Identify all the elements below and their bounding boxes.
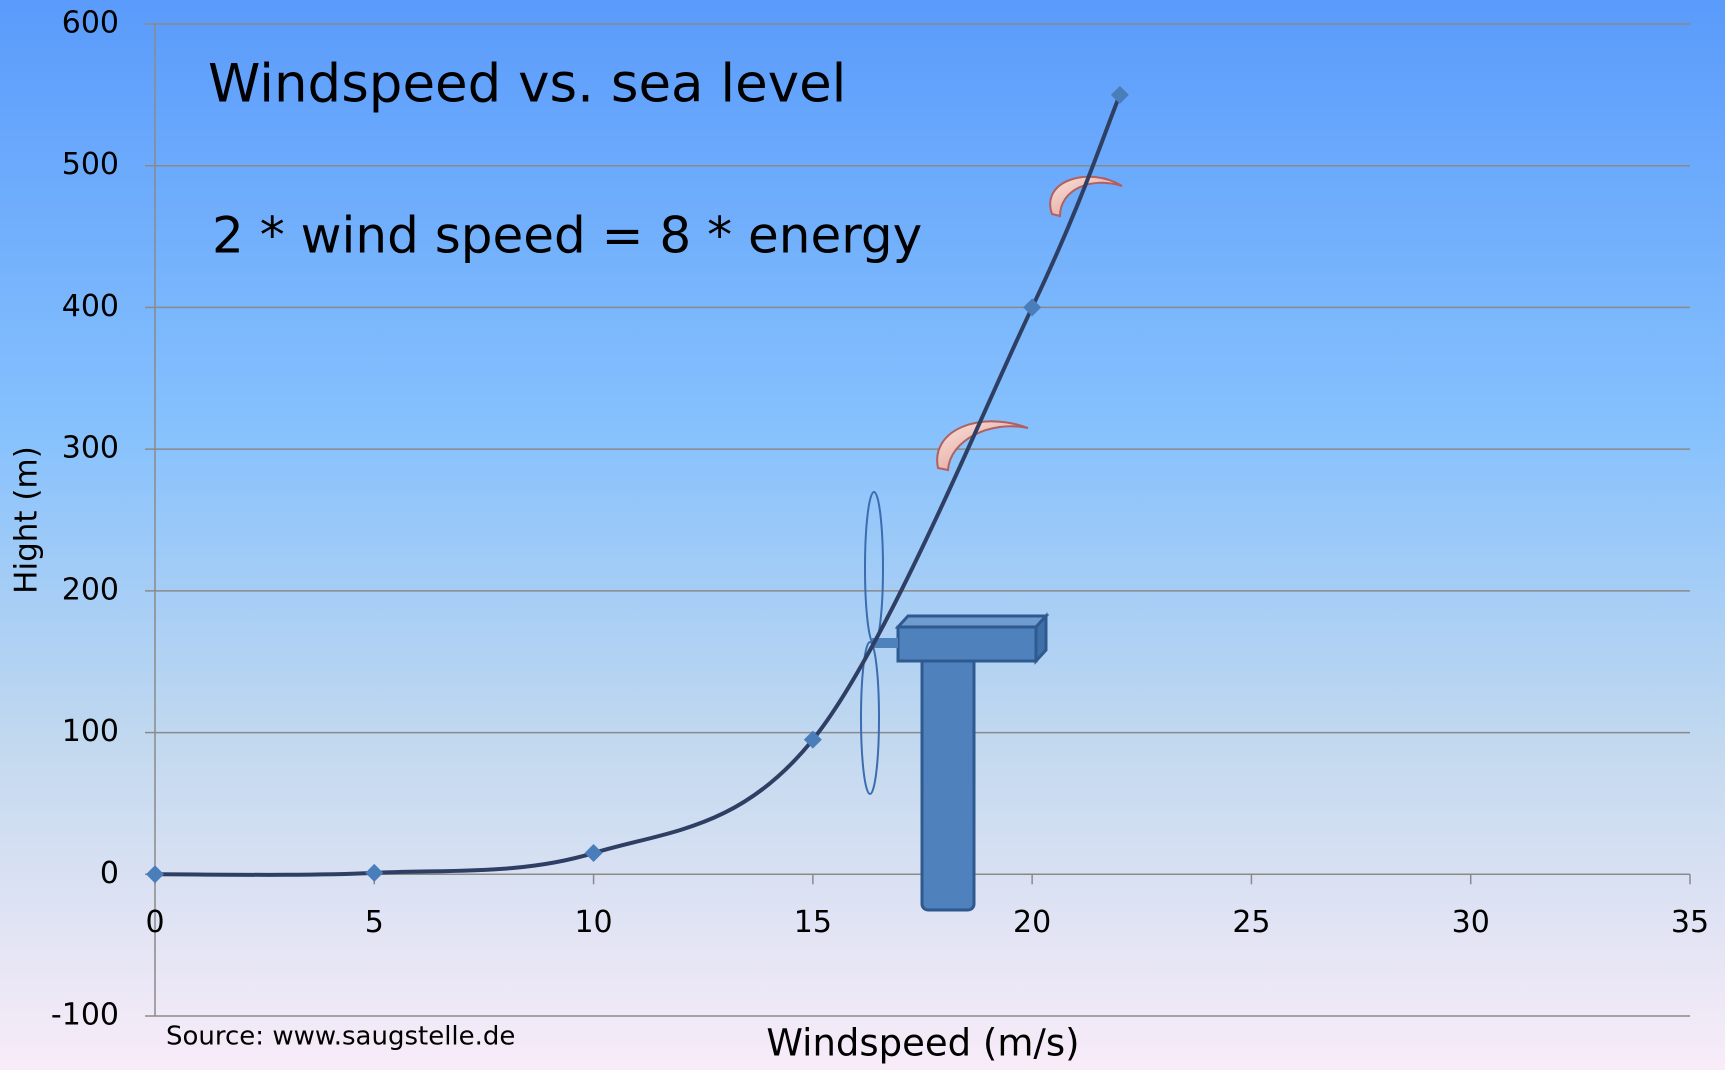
y-tick-label: 100 xyxy=(62,714,119,749)
x-tick-label: 30 xyxy=(1452,905,1490,940)
x-tick-label: 15 xyxy=(794,905,832,940)
y-tick-label: 200 xyxy=(62,572,119,607)
y-tick-label: 400 xyxy=(62,289,119,324)
source: Source: www.saugstelle.de xyxy=(166,1022,515,1052)
y-tick-label: 0 xyxy=(100,856,119,891)
x-tick-label: 20 xyxy=(1013,905,1051,940)
y-tick-label: 300 xyxy=(62,431,119,466)
y-axis-title: Hight (m) xyxy=(9,446,45,594)
x-tick-label: 5 xyxy=(365,905,384,940)
x-tick-label: 0 xyxy=(145,905,164,940)
x-tick-label: 35 xyxy=(1671,905,1709,940)
y-tick-label: 600 xyxy=(62,6,119,41)
x-tick-label: 25 xyxy=(1232,905,1270,940)
x-tick-label: 10 xyxy=(574,905,612,940)
chart-title: Windspeed vs. sea level xyxy=(208,54,846,115)
chart: Windspeed vs. sea level 2 * wind speed =… xyxy=(0,0,1725,1070)
x-axis-title: Windspeed (m/s) xyxy=(766,1022,1079,1065)
y-tick-label: -100 xyxy=(51,998,119,1033)
y-tick-label: 500 xyxy=(62,147,119,182)
annotation: 2 * wind speed = 8 * energy xyxy=(212,207,922,265)
